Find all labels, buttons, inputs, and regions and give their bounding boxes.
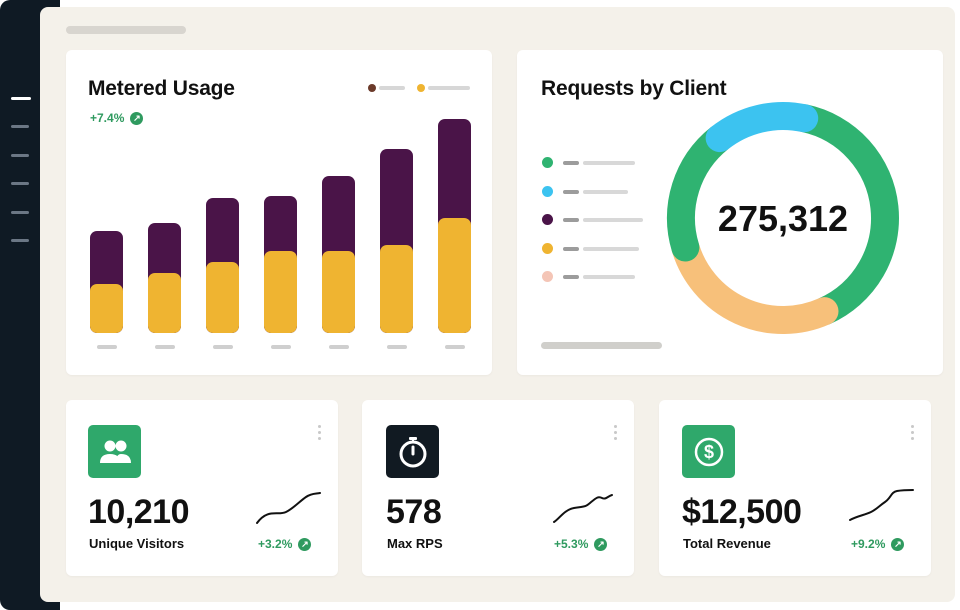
client-legend-label [563, 275, 579, 279]
requests-donut-chart [667, 102, 899, 334]
sidebar-item-home[interactable] [11, 97, 31, 100]
arrow-up-right-icon: ↗ [891, 537, 905, 551]
legend-dot-series-1 [368, 84, 376, 92]
kpi-card-visitors: 10,210 Unique Visitors +3.2% ↗ [66, 400, 338, 576]
x-tick-label [213, 345, 233, 349]
client-legend-dot [542, 185, 553, 197]
kpi-label: Max RPS [387, 536, 443, 551]
kpi-trend: +5.3% ↗ [554, 537, 608, 551]
kpi-label: Unique Visitors [89, 536, 185, 551]
client-legend-label [563, 246, 579, 251]
client-legend-value [583, 275, 635, 279]
stopwatch-icon [386, 425, 439, 478]
bar-segment-series-1 [148, 272, 181, 333]
client-legend-value [583, 246, 639, 251]
sparkline [256, 492, 321, 524]
donut-slice [790, 104, 899, 326]
kpi-trend-value: +3.2% [258, 537, 293, 551]
requests-by-client-card: Requests by Client 275,312 [517, 50, 943, 375]
legend-label-series-1 [379, 86, 405, 90]
x-tick-label [329, 345, 349, 349]
kpi-trend-value: +9.2% [851, 537, 886, 551]
bar-segment-series-1 [206, 261, 239, 333]
dollar-icon: $ [682, 425, 735, 478]
client-legend-value [583, 218, 643, 222]
client-legend-value [583, 161, 635, 165]
kpi-trend: +9.2% ↗ [851, 537, 905, 551]
kpi-value: 10,210 [88, 493, 190, 531]
requests-total: 275,312 [717, 198, 849, 239]
svg-text:$: $ [703, 442, 713, 462]
donut-slice [705, 102, 819, 153]
bar-stack [90, 231, 123, 333]
kpi-trend: +3.2% ↗ [258, 537, 312, 551]
stopwatch-icon-glyph [399, 436, 426, 467]
x-tick-label [97, 345, 117, 349]
client-legend-label [563, 161, 579, 165]
sidebar-item-4[interactable] [11, 182, 29, 185]
arrow-up-right-icon: ↗ [130, 111, 144, 125]
donut-slice [667, 124, 734, 262]
kpi-menu-button[interactable] [614, 425, 618, 440]
sidebar-item-2[interactable] [11, 125, 29, 128]
client-legend-dot [542, 242, 553, 254]
sparkline [553, 494, 613, 523]
dollar-icon-glyph: $ [694, 437, 723, 466]
bar-stack [438, 118, 471, 333]
bar-stack [380, 148, 413, 333]
donut-slice [671, 233, 839, 334]
bar-stack [322, 176, 355, 333]
bar-segment-series-1 [264, 250, 297, 333]
x-tick-label [445, 345, 465, 349]
x-tick-label [155, 345, 175, 349]
arrow-up-right-icon: ↗ [594, 537, 608, 551]
client-legend-dot [542, 271, 553, 282]
kpi-trend-value: +5.3% [554, 537, 589, 551]
legend-dot-series-2 [417, 84, 425, 92]
x-tick-label [271, 345, 291, 349]
bar-segment-series-1 [322, 250, 355, 333]
client-legend-value [583, 189, 628, 194]
arrow-up-right-icon: ↗ [298, 537, 312, 551]
users-icon-glyph [99, 440, 131, 463]
metered-usage-title: Metered Usage [88, 77, 235, 100]
kpi-label: Total Revenue [683, 536, 771, 551]
kpi-card-revenue: $ $12,500 Total Revenue +9.2% ↗ [659, 400, 931, 576]
client-legend-dot [542, 157, 553, 168]
sidebar-item-6[interactable] [11, 239, 29, 242]
client-legend-label [563, 218, 579, 222]
x-tick-label [387, 345, 407, 349]
metered-usage-trend-value: +7.4% [90, 111, 125, 125]
bar-segment-series-1 [90, 283, 123, 333]
bar-stack [206, 198, 239, 333]
kpi-card-max-rps: 578 Max RPS +5.3% ↗ [362, 400, 634, 576]
metered-usage-trend: +7.4% ↗ [90, 111, 144, 125]
metered-usage-card: Metered Usage +7.4% ↗ [66, 50, 492, 375]
kpi-value: $12,500 [682, 493, 802, 531]
sidebar-item-5[interactable] [11, 211, 29, 214]
bar-stack [148, 223, 181, 333]
legend-label-series-2 [428, 86, 470, 90]
requests-by-client-title: Requests by Client [541, 77, 727, 100]
bar-stack [264, 195, 297, 333]
top-bar-placeholder [66, 26, 186, 34]
sidebar-item-3[interactable] [11, 154, 29, 157]
users-icon [88, 425, 141, 478]
bar-segment-series-1 [438, 217, 471, 333]
bar-segment-series-1 [380, 245, 413, 333]
client-legend-dot [542, 214, 553, 225]
kpi-value: 578 [386, 493, 442, 531]
sparkline [849, 489, 914, 521]
kpi-menu-button[interactable] [911, 425, 915, 440]
requests-footer-bar [541, 342, 662, 349]
client-legend-label [563, 189, 579, 194]
kpi-menu-button[interactable] [318, 425, 322, 440]
